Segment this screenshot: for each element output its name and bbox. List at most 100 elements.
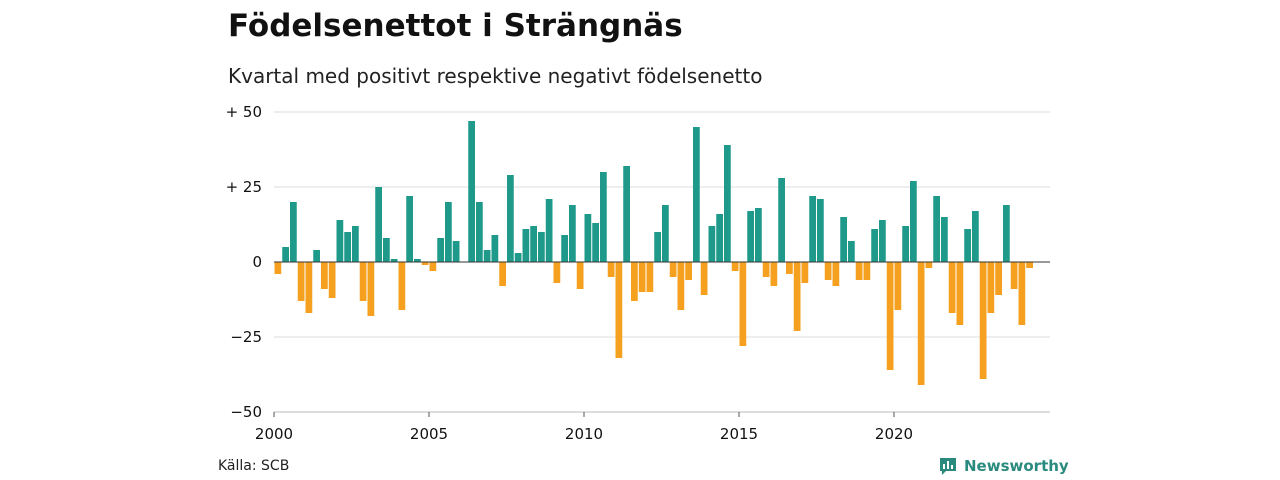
bar [770, 262, 778, 286]
bar [553, 262, 561, 283]
bar [902, 226, 909, 262]
bar [359, 262, 367, 301]
bar [305, 262, 313, 313]
bar [933, 196, 940, 262]
bar [879, 220, 886, 262]
bar [344, 232, 351, 262]
bar [677, 262, 685, 310]
bar [778, 178, 785, 262]
bar [406, 196, 413, 262]
bars [274, 121, 1033, 385]
bar [809, 196, 816, 262]
chart-subtitle: Kvartal med positivt respektive negativt… [228, 64, 763, 88]
bar [693, 127, 700, 262]
bar [646, 262, 654, 292]
bar [545, 199, 553, 262]
bar [483, 250, 491, 262]
bar [576, 262, 584, 289]
bar [669, 262, 677, 277]
bar [708, 226, 716, 262]
bar [321, 262, 328, 289]
bar [863, 262, 871, 280]
bar [390, 259, 398, 262]
bar [824, 262, 832, 280]
y-tick-label: 0 [252, 253, 262, 271]
bar [894, 262, 902, 310]
bar [801, 262, 809, 283]
bar [987, 262, 995, 313]
bar [445, 202, 452, 262]
bar [623, 166, 630, 262]
brand: Newsworthy [938, 456, 1069, 476]
bar [948, 262, 956, 313]
bar [840, 217, 847, 262]
bar [724, 145, 731, 262]
bar [1003, 205, 1010, 262]
bar [507, 175, 514, 262]
bar [313, 250, 320, 262]
y-tick-label: −50 [230, 403, 262, 421]
bar [1026, 262, 1033, 268]
y-tick-label: + 25 [226, 178, 262, 196]
bar [871, 229, 878, 262]
brand-name: Newsworthy [964, 457, 1069, 475]
bar [336, 220, 344, 262]
bar [297, 262, 305, 301]
bar [375, 187, 382, 262]
bar [367, 262, 375, 316]
bar [491, 235, 499, 262]
bar [786, 262, 793, 274]
bar [747, 211, 754, 262]
x-tick-label: 2010 [565, 425, 603, 443]
bar [538, 232, 545, 262]
bar [421, 262, 429, 265]
bar [1010, 262, 1018, 289]
bar [282, 247, 289, 262]
bar [956, 262, 964, 325]
bar [685, 262, 692, 280]
chart-title: Födelsenettot i Strängnäs [228, 8, 683, 44]
bar [755, 208, 762, 262]
bar [437, 238, 444, 262]
bar [274, 262, 282, 274]
bar [700, 262, 708, 295]
bar [328, 262, 336, 298]
bar [817, 199, 824, 262]
bar [383, 238, 390, 262]
bar [886, 262, 894, 370]
bar [941, 217, 948, 262]
bar [514, 253, 522, 262]
bar [476, 202, 483, 262]
bar [762, 262, 770, 277]
bar [522, 229, 530, 262]
bar [848, 241, 855, 262]
bar [638, 262, 646, 292]
bar [607, 262, 615, 277]
bar [910, 181, 917, 262]
bar [855, 262, 863, 280]
bar [592, 223, 599, 262]
bar [600, 172, 607, 262]
y-tick-label: −25 [230, 328, 262, 346]
bar [530, 226, 537, 262]
bar [569, 205, 576, 262]
y-tick-label: + 50 [226, 103, 262, 121]
source-label: Källa: SCB [218, 458, 290, 474]
x-tick-label: 2015 [720, 425, 758, 443]
bar [716, 214, 723, 262]
bar [584, 214, 592, 262]
bar [398, 262, 406, 310]
bar [964, 229, 971, 262]
bar [452, 241, 460, 262]
bar [1018, 262, 1026, 325]
bar [468, 121, 475, 262]
x-tick-label: 2020 [875, 425, 913, 443]
bar [662, 205, 669, 262]
newsworthy-logo-icon [940, 458, 956, 475]
bar [429, 262, 437, 271]
bar [352, 226, 359, 262]
axes: + 50 + 25 0 −25 −50 2000 2005 2010 2015 2020 [226, 103, 1050, 443]
bar [979, 262, 987, 379]
bar [793, 262, 801, 331]
